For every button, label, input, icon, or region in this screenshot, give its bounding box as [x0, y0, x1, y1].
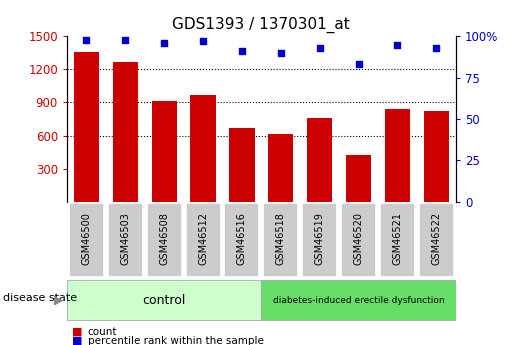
Point — [82, 37, 91, 42]
Text: GSM46500: GSM46500 — [81, 212, 91, 265]
Text: ■: ■ — [72, 327, 82, 337]
FancyBboxPatch shape — [341, 203, 376, 277]
Point — [121, 37, 129, 42]
Text: disease state: disease state — [3, 294, 77, 303]
Bar — [346, 156, 371, 202]
Bar — [385, 109, 410, 202]
Point — [199, 38, 207, 44]
Bar — [268, 134, 294, 202]
Point — [393, 42, 402, 47]
Text: GSM46516: GSM46516 — [237, 212, 247, 265]
Text: ▶: ▶ — [55, 294, 64, 307]
Point — [238, 48, 246, 54]
FancyBboxPatch shape — [108, 203, 143, 277]
Bar — [229, 128, 254, 202]
FancyBboxPatch shape — [69, 203, 104, 277]
FancyBboxPatch shape — [419, 203, 454, 277]
Bar — [307, 118, 332, 202]
Bar — [424, 111, 449, 202]
Text: percentile rank within the sample: percentile rank within the sample — [88, 336, 264, 345]
FancyBboxPatch shape — [261, 280, 456, 320]
Text: GSM46522: GSM46522 — [432, 212, 441, 265]
Bar — [191, 95, 216, 202]
Text: count: count — [88, 327, 117, 337]
Point — [160, 40, 168, 46]
Bar — [113, 62, 138, 202]
Text: GSM46518: GSM46518 — [276, 212, 286, 265]
Text: ■: ■ — [72, 336, 82, 345]
Bar — [74, 52, 99, 202]
Text: GSM46512: GSM46512 — [198, 212, 208, 265]
FancyBboxPatch shape — [67, 280, 261, 320]
Text: GSM46521: GSM46521 — [392, 212, 402, 265]
FancyBboxPatch shape — [380, 203, 415, 277]
Text: GSM46508: GSM46508 — [159, 212, 169, 265]
Bar — [151, 101, 177, 202]
Title: GDS1393 / 1370301_at: GDS1393 / 1370301_at — [173, 17, 350, 33]
FancyBboxPatch shape — [302, 203, 337, 277]
Text: diabetes-induced erectile dysfunction: diabetes-induced erectile dysfunction — [273, 296, 444, 305]
Text: GSM46519: GSM46519 — [315, 212, 324, 265]
FancyBboxPatch shape — [225, 203, 260, 277]
Text: control: control — [143, 294, 186, 307]
FancyBboxPatch shape — [263, 203, 298, 277]
Point — [277, 50, 285, 56]
Point — [354, 62, 363, 67]
FancyBboxPatch shape — [185, 203, 220, 277]
Text: GSM46503: GSM46503 — [121, 212, 130, 265]
Text: GSM46520: GSM46520 — [354, 212, 364, 265]
FancyBboxPatch shape — [147, 203, 182, 277]
Point — [432, 45, 440, 51]
Point — [316, 45, 324, 51]
